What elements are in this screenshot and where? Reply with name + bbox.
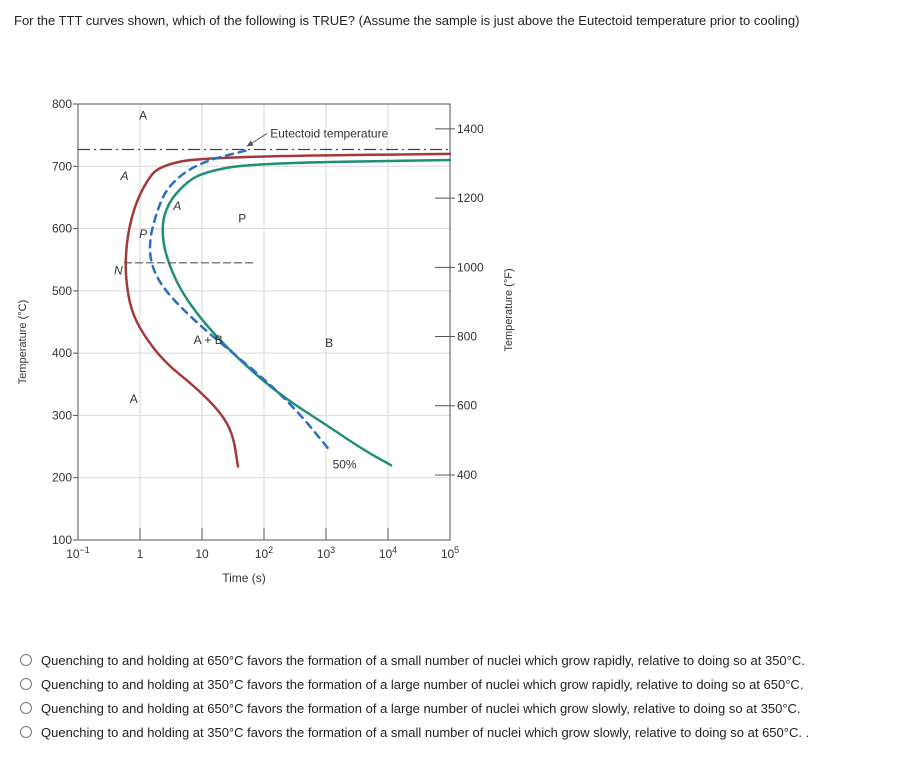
x-tick-exponent: 4 xyxy=(392,545,397,555)
option-label: Quenching to and holding at 350°C favors… xyxy=(41,676,804,692)
y-left-tick-label: 100 xyxy=(52,533,72,547)
x-axis-label: Time (s) xyxy=(222,571,266,585)
y-right-tick-label: 1400 xyxy=(457,122,484,136)
x-tick-label: 105 xyxy=(441,545,459,561)
radio-button[interactable] xyxy=(20,726,32,738)
chart-annotation: P xyxy=(238,211,246,225)
y-left-axis-label: Temperature (°C) xyxy=(17,300,29,384)
x-tick-exponent: 3 xyxy=(330,545,335,555)
x-tick-label: 102 xyxy=(255,545,273,561)
answer-option-1[interactable]: Quenching to and holding at 650°C favors… xyxy=(20,648,809,672)
x-tick-label: 104 xyxy=(379,545,397,561)
y-left-tick-label: 500 xyxy=(52,284,72,298)
radio-button[interactable] xyxy=(20,678,32,690)
chart-annotation: A xyxy=(139,109,147,123)
y-right-tick-label: 1000 xyxy=(457,260,484,274)
option-label: Quenching to and holding at 350°C favors… xyxy=(41,724,810,740)
series-line-3 xyxy=(148,149,331,451)
y-right-tick-label: 1200 xyxy=(457,191,484,205)
eutectoid-arrowhead xyxy=(246,140,254,147)
chart-annotation: 50% xyxy=(333,457,357,471)
chart-annotation: P xyxy=(139,227,147,241)
option-label: Quenching to and holding at 650°C favors… xyxy=(41,700,801,716)
answer-options: Quenching to and holding at 650°C favors… xyxy=(20,648,809,744)
y-left-tick-label: 700 xyxy=(52,159,72,173)
x-tick-exponent: 5 xyxy=(454,545,459,555)
x-tick-label: 1 xyxy=(137,547,144,561)
chart-annotation: A xyxy=(130,392,138,406)
chart-annotation: A xyxy=(172,199,181,213)
y-left-tick-label: 300 xyxy=(52,408,72,422)
series-line-2 xyxy=(161,158,452,467)
chart-annotation: B xyxy=(325,336,333,350)
ttt-chart: 8007006005004003002001001400120010008006… xyxy=(17,97,515,585)
x-tick-label: 10−1 xyxy=(66,545,90,561)
chart-annotation: N xyxy=(114,264,123,278)
x-tick-exponent: 2 xyxy=(268,545,273,555)
radio-button[interactable] xyxy=(20,702,32,714)
chart-annotation: A xyxy=(119,169,128,183)
y-right-tick-label: 600 xyxy=(457,399,477,413)
y-left-tick-label: 800 xyxy=(52,97,72,111)
answer-option-2[interactable]: Quenching to and holding at 350°C favors… xyxy=(20,672,809,696)
eutectoid-label: Eutectoid temperature xyxy=(270,126,388,140)
option-label: Quenching to and holding at 650°C favors… xyxy=(41,652,805,668)
x-tick-label: 103 xyxy=(317,545,335,561)
y-right-tick-label: 400 xyxy=(457,468,477,482)
chart-annotation: A + B xyxy=(194,333,223,347)
y-left-tick-label: 600 xyxy=(52,222,72,236)
y-right-axis-label: Temperature (°F) xyxy=(503,268,515,351)
series-line-1 xyxy=(124,152,452,468)
x-tick-label: 10 xyxy=(195,547,209,561)
answer-option-4[interactable]: Quenching to and holding at 350°C favors… xyxy=(20,720,809,744)
y-left-tick-label: 200 xyxy=(52,471,72,485)
radio-button[interactable] xyxy=(20,654,32,666)
y-right-tick-label: 800 xyxy=(457,330,477,344)
question-text: For the TTT curves shown, which of the f… xyxy=(14,13,800,28)
x-tick-exponent: −1 xyxy=(80,545,90,555)
answer-option-3[interactable]: Quenching to and holding at 650°C favors… xyxy=(20,696,809,720)
y-left-tick-label: 400 xyxy=(52,346,72,360)
